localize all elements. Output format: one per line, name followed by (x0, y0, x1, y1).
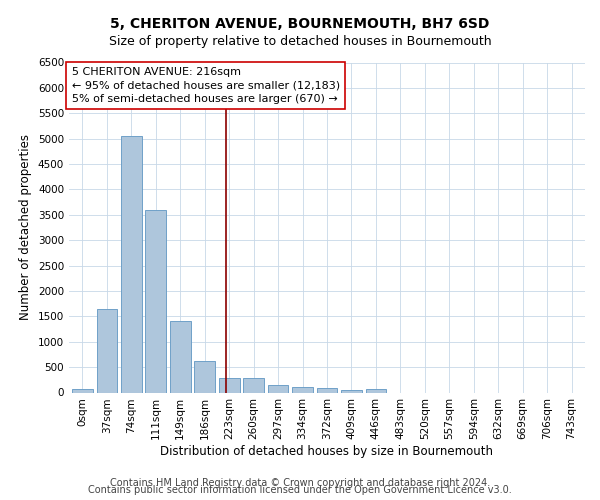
Text: Contains public sector information licensed under the Open Government Licence v3: Contains public sector information licen… (88, 485, 512, 495)
Bar (219, 378, 239, 392)
Text: Size of property relative to detached houses in Bournemouth: Size of property relative to detached ho… (109, 35, 491, 48)
Bar (194, 361, 215, 392)
Text: 5 CHERITON AVENUE: 216sqm
← 95% of detached houses are smaller (12,183)
5% of se: 5 CHERITON AVENUE: 216sqm ← 95% of detac… (71, 68, 340, 104)
X-axis label: Distribution of detached houses by size in Bournemouth: Distribution of detached houses by size … (161, 445, 493, 458)
Bar (121, 136, 142, 392)
Bar (145, 210, 166, 392)
Bar (341, 390, 362, 392)
Bar (292, 388, 313, 392)
Bar (97, 308, 117, 392)
Bar (268, 385, 289, 392)
Text: 5, CHERITON AVENUE, BOURNEMOUTH, BH7 6SD: 5, CHERITON AVENUE, BOURNEMOUTH, BH7 6SD (110, 18, 490, 32)
Bar (365, 388, 386, 392)
Bar (317, 388, 337, 392)
Text: Contains HM Land Registry data © Crown copyright and database right 2024.: Contains HM Land Registry data © Crown c… (110, 478, 490, 488)
Bar (170, 322, 191, 392)
Bar (72, 388, 93, 392)
Bar (243, 378, 264, 392)
Y-axis label: Number of detached properties: Number of detached properties (19, 134, 32, 320)
